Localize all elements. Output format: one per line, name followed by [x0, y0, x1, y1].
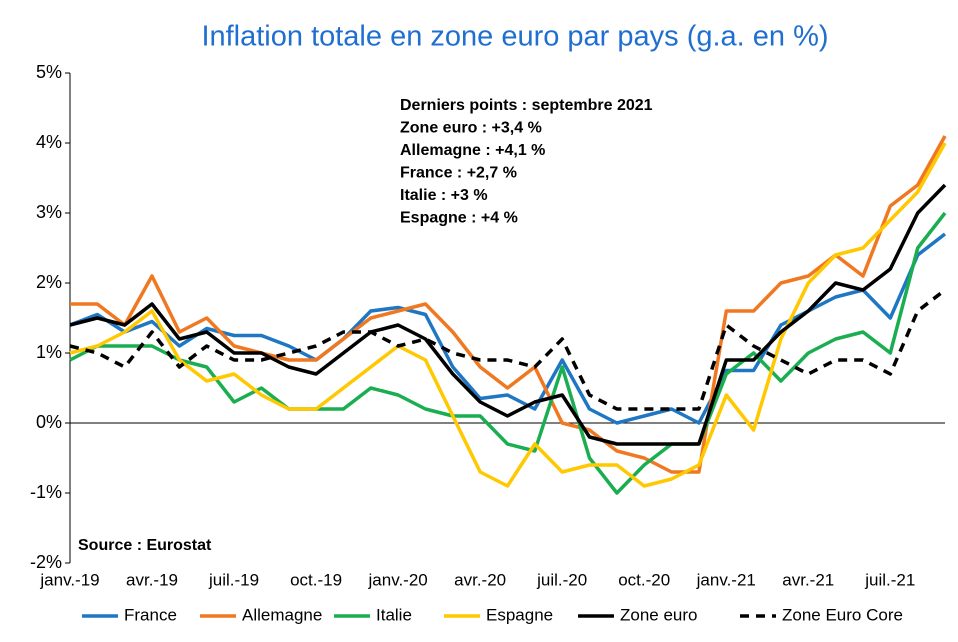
- x-tick-label: oct.-19: [290, 570, 342, 589]
- annotation: Italie : +3 %: [400, 187, 488, 204]
- x-tick-label: avr.-19: [126, 570, 178, 589]
- y-tick-label: 2%: [36, 272, 62, 292]
- series-line: [70, 135, 947, 474]
- x-tick-label: oct.-20: [618, 570, 670, 589]
- legend-label: Espagne: [486, 605, 553, 624]
- annotation: Allemagne : +4,1 %: [400, 142, 545, 159]
- y-tick-label: 5%: [36, 62, 62, 82]
- x-tick-label: avr.-20: [454, 570, 506, 589]
- y-tick-label: 4%: [36, 132, 62, 152]
- legend-label: Italie: [376, 605, 412, 624]
- x-tick-label: janv.-19: [39, 570, 99, 589]
- series-line: [69, 288, 947, 411]
- series-line: [69, 211, 947, 495]
- annotation: France : +2,7 %: [400, 165, 517, 182]
- series-line: [69, 183, 947, 446]
- legend-label: Zone Euro Core: [782, 605, 903, 624]
- x-tick-label: janv.-21: [696, 570, 756, 589]
- annotation: Derniers points : septembre 2021: [400, 97, 653, 114]
- y-tick-label: 1%: [36, 342, 62, 362]
- legend-label: Zone euro: [620, 605, 698, 624]
- x-tick-label: janv.-20: [368, 570, 428, 589]
- y-tick-label: 0%: [36, 412, 62, 432]
- chart-title: Inflation totale en zone euro par pays (…: [201, 21, 828, 53]
- x-tick-label: avr.-21: [782, 570, 834, 589]
- x-tick-label: juil.-19: [208, 570, 259, 589]
- legend-label: France: [124, 605, 177, 624]
- legend-label: Allemagne: [242, 605, 322, 624]
- annotation: Espagne : +4 %: [400, 210, 518, 227]
- y-tick-label: 3%: [36, 202, 62, 222]
- source: Source : Eurostat: [78, 537, 212, 554]
- y-tick-label: -2%: [30, 552, 62, 572]
- annotation: Zone euro : +3,4 %: [400, 120, 542, 137]
- x-tick-label: juil.-21: [864, 570, 915, 589]
- series-line: [69, 232, 947, 425]
- y-tick-label: -1%: [30, 482, 62, 502]
- series-line: [69, 142, 947, 488]
- x-tick-label: juil.-20: [536, 570, 587, 589]
